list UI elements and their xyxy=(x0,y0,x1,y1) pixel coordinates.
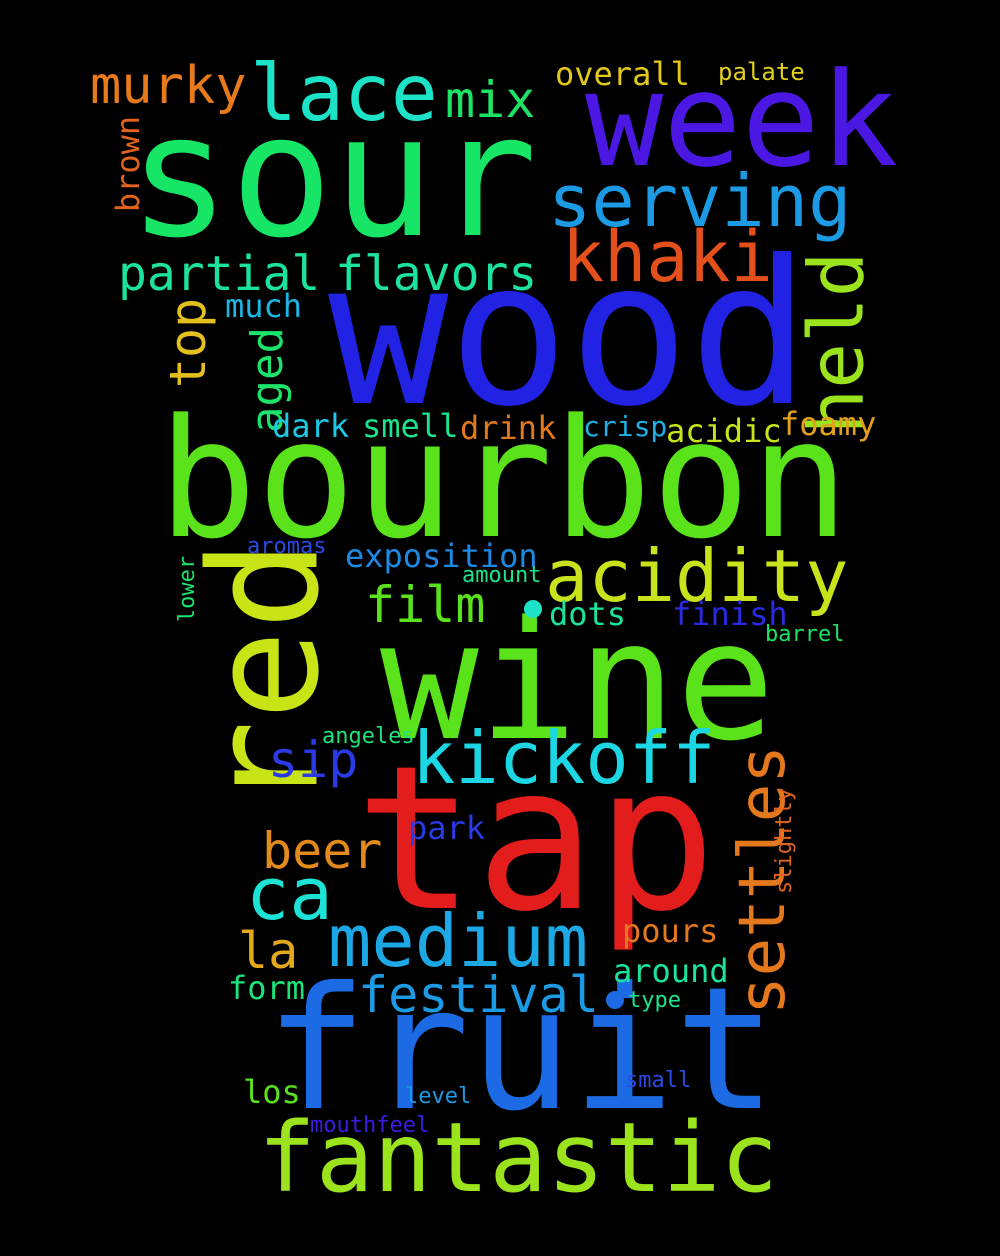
word-week: week xyxy=(585,44,899,196)
word-los: los xyxy=(243,1073,301,1111)
word-smell: smell xyxy=(362,407,459,445)
word-level: level xyxy=(405,1084,472,1109)
word-fruit: fruit xyxy=(265,951,777,1149)
word-lower: lower xyxy=(175,555,201,623)
word-fantastic: fantastic xyxy=(258,1102,779,1214)
cloud-dot xyxy=(524,600,542,618)
word-crisp: crisp xyxy=(583,410,668,443)
word-top: top xyxy=(159,297,218,389)
word-brown: brown xyxy=(109,115,148,213)
word-form: form xyxy=(228,969,306,1007)
word-foamy: foamy xyxy=(780,405,877,443)
word-bourbon: bourbon xyxy=(158,384,850,575)
word-mix: mix xyxy=(445,71,536,129)
word-flavors: flavors xyxy=(335,246,538,302)
word-pours: pours xyxy=(622,912,719,950)
word-tap: tap xyxy=(355,723,717,956)
word-slightly: slightly xyxy=(771,788,797,894)
word-wood: wood xyxy=(328,218,810,451)
word-lace: lace xyxy=(250,49,438,139)
word-ca: ca xyxy=(246,852,333,936)
word-acidity: acidity xyxy=(545,534,849,618)
cloud-dot xyxy=(606,991,624,1009)
word-aromas: aromas xyxy=(247,534,327,559)
word-festival: festival xyxy=(358,966,599,1024)
word-overall: overall xyxy=(555,55,690,93)
word-dark: dark xyxy=(272,407,350,445)
word-palate: palate xyxy=(718,58,805,86)
word-serving: serving xyxy=(548,159,852,243)
word-acidic: acidic xyxy=(666,412,782,450)
word-partial: partial xyxy=(118,246,321,302)
word-film: film xyxy=(365,576,486,634)
word-much: much xyxy=(225,287,303,325)
word-mouthfeel: mouthfeel xyxy=(310,1113,430,1138)
word-sour: sour xyxy=(128,78,538,276)
word-around: around xyxy=(613,952,729,990)
word-murky: murky xyxy=(90,56,247,116)
word-park: park xyxy=(408,809,486,847)
word-medium: medium xyxy=(328,899,589,983)
word-exposition: exposition xyxy=(345,537,538,575)
word-dots: dots xyxy=(549,595,627,633)
word-kickoff: kickoff xyxy=(412,716,716,800)
word-sip: sip xyxy=(268,731,359,789)
word-angeles: angeles xyxy=(322,724,415,749)
word-beer: beer xyxy=(262,822,383,880)
word-type: type xyxy=(628,988,681,1013)
word-la: la xyxy=(238,922,299,980)
word-small: small xyxy=(625,1068,692,1093)
word-khaki: khaki xyxy=(562,216,773,298)
word-drink: drink xyxy=(460,409,557,447)
word-wine: wine xyxy=(380,586,775,777)
word-amount: amount xyxy=(462,563,542,588)
word-barrel: barrel xyxy=(765,622,845,647)
word-finish: finish xyxy=(672,595,788,633)
